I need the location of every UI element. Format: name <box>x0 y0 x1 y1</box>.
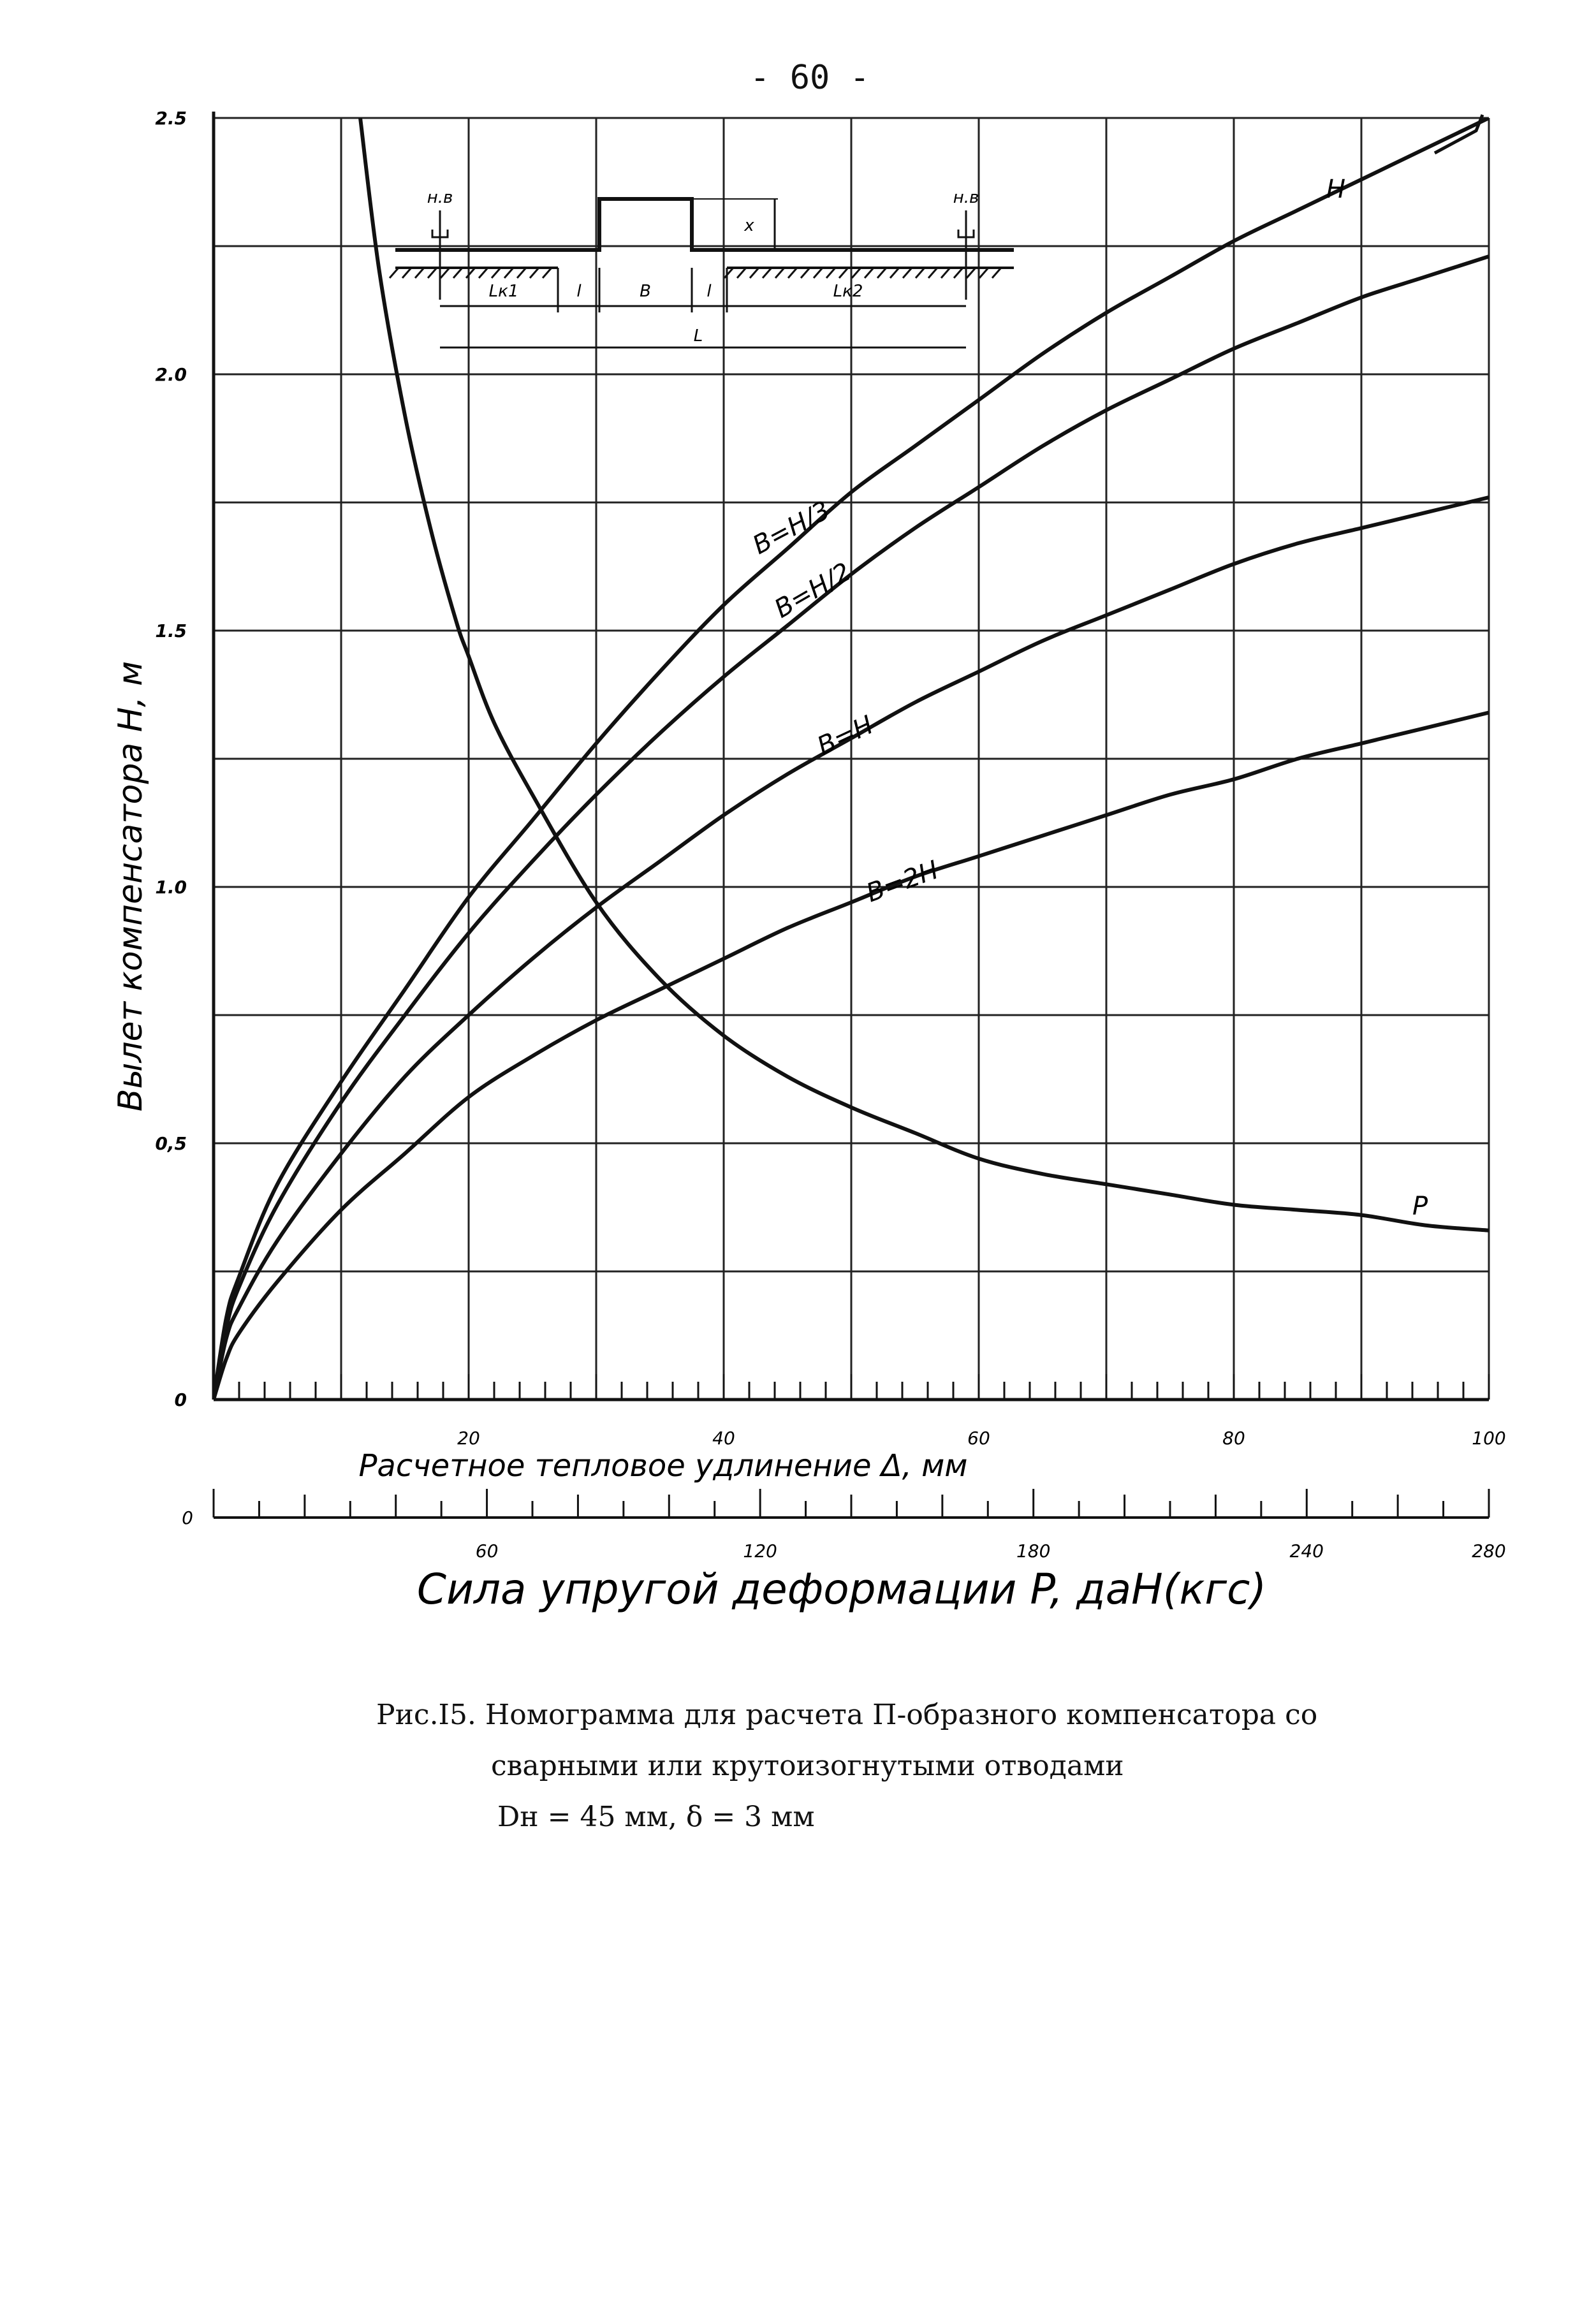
diagram-hatch <box>414 267 425 279</box>
diagram-hatch <box>465 267 476 279</box>
diagram-label-b: B <box>640 282 651 301</box>
x2-tick-label: 60 <box>476 1540 499 1562</box>
x-tick-label: 100 <box>1472 1428 1505 1449</box>
annotation-h: H <box>1326 175 1345 204</box>
diagram-label-nv-left: н.в <box>427 188 453 207</box>
diagram-hatch <box>914 267 926 279</box>
x2-tick-label: 280 <box>1472 1540 1505 1562</box>
diagram-hatch <box>812 267 824 279</box>
x2-axis-title: Сила упругой деформации P, даН(кгс) <box>417 1565 1266 1614</box>
axes <box>212 112 1490 1519</box>
series-line-bh <box>214 495 1489 1400</box>
annotation-leader <box>1433 114 1484 155</box>
diagram-hatch <box>876 267 888 279</box>
diagram-hatch <box>838 267 849 279</box>
diagram-hatch <box>529 267 540 279</box>
page-number: - 60 - <box>750 59 870 97</box>
diagram-hatch <box>516 267 527 279</box>
diagram-label-nv-right: н.в <box>953 188 979 207</box>
diagram-hatch <box>388 267 400 279</box>
series-line-b2h <box>214 710 1489 1400</box>
diagram-hatch <box>427 267 438 279</box>
series-label-bh2: B=H/2 <box>770 557 856 624</box>
y-tick-label: 2.0 <box>155 364 187 385</box>
diagram-hatch <box>787 267 798 279</box>
diagram-hatch <box>800 267 811 279</box>
diagram-hatch <box>825 267 837 279</box>
x-axis-title: Расчетное тепловое удлинение Δ, мм <box>358 1448 967 1484</box>
x-tick-label: 60 <box>967 1428 990 1449</box>
diagram-hatch <box>991 267 1002 279</box>
diagram-label-l: L <box>694 326 703 346</box>
x-tick-label: 20 <box>457 1428 480 1449</box>
y-tick-label: 0,5 <box>155 1133 187 1154</box>
diagram-hatch <box>761 267 773 279</box>
diagram-hatch <box>478 267 489 279</box>
diagram-hatch <box>902 267 913 279</box>
series-label-b2h: B=2H <box>863 855 942 908</box>
figure-caption: Рис.I5. Номограмма для расчета П-образно… <box>376 1690 1524 1843</box>
diagram-label-l2: l <box>706 282 712 301</box>
labels: 0 0,5 1.0 1.5 2.0 2.5 20 40 60 80 100 0 60 120 180 240 2… <box>112 108 1506 1614</box>
diagram-label-lk2: Lк2 <box>833 282 863 301</box>
diagram-hatch <box>889 267 900 279</box>
y-tick-label: 1.5 <box>155 620 187 641</box>
curves <box>214 118 1489 1400</box>
series-line-p <box>358 118 1489 1233</box>
grid <box>212 117 1490 1401</box>
caption-line-1: Рис.I5. Номограмма для расчета П-образно… <box>376 1699 1318 1731</box>
diagram-hatch <box>978 267 990 279</box>
y-tick-label: 0 <box>175 1389 187 1410</box>
y-tick-label: 2.5 <box>155 108 187 129</box>
diagram-support-mark <box>957 230 975 238</box>
diagram-hatch <box>401 267 413 279</box>
diagram-label-l1: l <box>576 282 582 301</box>
diagram-pipe <box>395 197 1014 252</box>
diagram-hatch <box>452 267 464 279</box>
x-tick-label: 80 <box>1222 1428 1245 1449</box>
diagram-hatch <box>749 267 760 279</box>
diagram-hatch <box>736 267 747 279</box>
x2-tick-label: 180 <box>1016 1540 1050 1562</box>
diagram-hatch <box>965 267 977 279</box>
series-line-bh3 <box>214 118 1489 1400</box>
caption-line-3: Dн = 45 мм, δ = 3 мм <box>497 1801 815 1833</box>
diagram-hatch <box>953 267 964 279</box>
y-axis-title: Вылет компенсатора H, м <box>112 661 150 1112</box>
series-label-bh3: B=H/3 <box>748 495 835 560</box>
diagram-hatch <box>863 267 875 279</box>
x-tick-label: 40 <box>712 1428 735 1449</box>
diagram-hatch <box>439 267 451 279</box>
diagram-hatch <box>851 267 862 279</box>
diagram-hatch <box>723 267 735 279</box>
diagram-hatch <box>774 267 786 279</box>
y-tick-label: 1.0 <box>155 877 187 898</box>
x2-tick-label: 0 <box>182 1507 193 1528</box>
x2-tick-label: 240 <box>1290 1540 1324 1562</box>
diagram-hatch <box>927 267 939 279</box>
diagram-hatch <box>541 267 553 279</box>
series-label-p: P <box>1412 1192 1428 1221</box>
diagram-label-lk1: Lк1 <box>489 282 519 301</box>
x2-tick-label: 120 <box>743 1540 777 1562</box>
series-line-bh2 <box>214 254 1489 1400</box>
diagram-hatch <box>490 267 502 279</box>
diagram-label-x: x <box>743 216 754 235</box>
diagram-hatch <box>940 267 951 279</box>
diagram-hatch <box>503 267 515 279</box>
caption-line-2: сварными или крутоизогнутыми отводами <box>491 1750 1124 1782</box>
diagram-support-mark <box>431 230 449 238</box>
series-label-bh: B=H <box>813 710 878 761</box>
